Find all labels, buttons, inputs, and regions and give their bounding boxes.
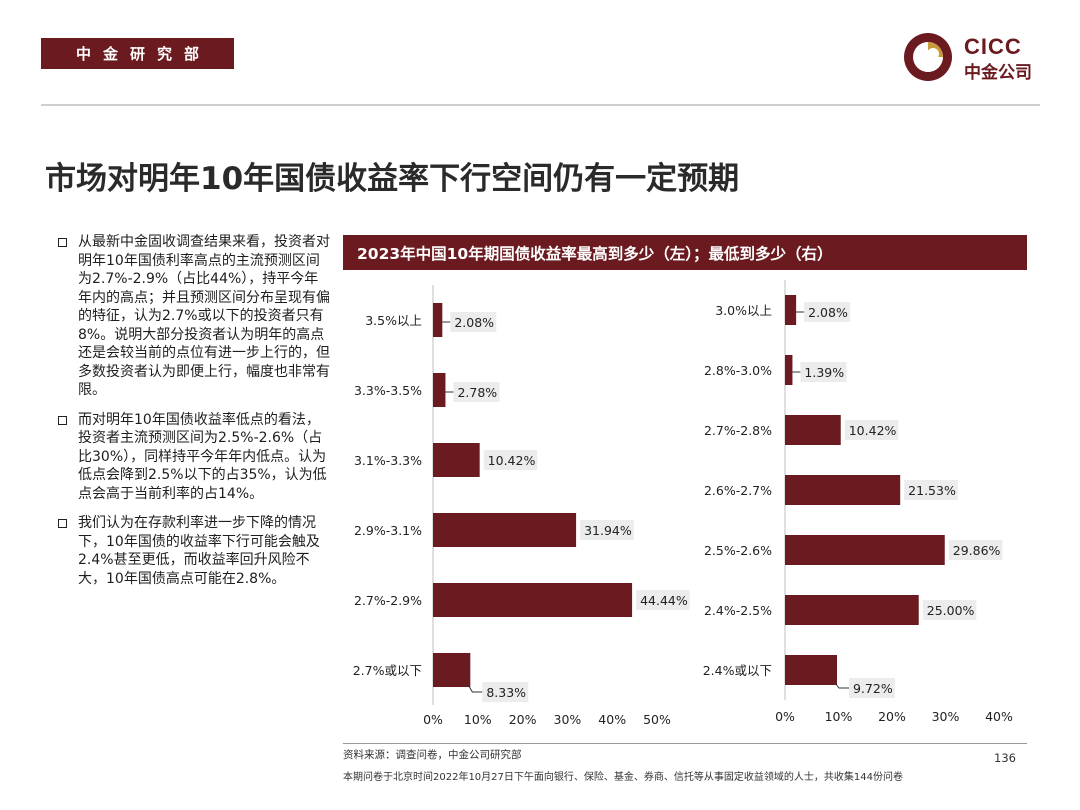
- bullet-item: 而对明年10年国债收益率低点的看法，投资者主流预测区间为2.5%-2.6%（占比…: [58, 411, 330, 504]
- chart-1-data-label-bg: [482, 682, 529, 702]
- bullet-text: 我们认为在存款利率进一步下降的情况下，10年国债的收益率下行可能会触及2.4%甚…: [78, 515, 320, 587]
- chart-2-tick-label: 10%: [825, 709, 853, 724]
- bullet-square-icon: [58, 238, 67, 247]
- chart-1-bar: [433, 653, 471, 687]
- chart-1-bar: [433, 373, 446, 407]
- bullet-square-icon: [58, 519, 67, 528]
- chart-1-category-label: 2.9%-3.1%: [354, 523, 422, 538]
- bullet-text: 从最新中金固收调查结果来看，投资者对明年10年国债利率高点的主流预测区间为2.7…: [78, 234, 330, 398]
- chart-1-tick-label: 40%: [598, 712, 626, 727]
- logo-text-cn: 中金公司: [964, 63, 1032, 83]
- chart-2-data-label: 1.39%: [804, 365, 844, 380]
- chart-2-category-label: 2.4%-2.5%: [704, 603, 772, 618]
- chart-2-data-label: 21.53%: [908, 483, 956, 498]
- cicc-logo: CICC 中金公司: [902, 31, 1047, 83]
- department-label: 中金研究部: [75, 45, 211, 63]
- chart-2-data-label-bg: [804, 302, 851, 322]
- chart-1-data-label: 44.44%: [640, 593, 688, 608]
- chart-1-category-label: 2.7%-2.9%: [354, 593, 422, 608]
- chart-2-tick-label: 30%: [932, 709, 960, 724]
- chart-1-data-label: 10.42%: [488, 453, 536, 468]
- chart-1-tick-label: 0%: [423, 712, 443, 727]
- chart-2-category-label: 2.5%-2.6%: [704, 543, 772, 558]
- chart-1-data-label-bg: [453, 382, 500, 402]
- bullet-text: 而对明年10年国债收益率低点的看法，投资者主流预测区间为2.5%-2.6%（占比…: [78, 411, 327, 502]
- chart-1-bar: [433, 443, 480, 477]
- bullet-item: 从最新中金固收调查结果来看，投资者对明年10年国债利率高点的主流预测区间为2.7…: [58, 233, 330, 400]
- chart-2-tick-label: 20%: [878, 709, 906, 724]
- footer-divider: [343, 743, 1027, 744]
- chart-2-bar: [785, 295, 797, 325]
- header-divider: [41, 104, 1040, 106]
- chart-2-data-label-bg: [922, 600, 977, 620]
- chart-1-data-label-bg: [483, 450, 538, 470]
- source-note: 资料来源：调查问卷，中金公司研究部: [343, 749, 522, 761]
- chart-2-category-label: 3.0%以上: [715, 303, 772, 318]
- chart-1-tick-label: 30%: [554, 712, 582, 727]
- chart-2-tick-label: 40%: [985, 709, 1013, 724]
- chart-1-data-label: 2.78%: [457, 385, 497, 400]
- chart-2-bar: [785, 475, 901, 505]
- department-banner: 中金研究部: [41, 38, 234, 69]
- bullet-item: 我们认为在存款利率进一步下降的情况下，10年国债的收益率下行可能会触及2.4%甚…: [58, 514, 330, 588]
- chart-1-data-label: 31.94%: [584, 523, 632, 538]
- page-number: 136: [994, 751, 1016, 765]
- logo-text-en: CICC: [964, 34, 1022, 59]
- chart-1-tick-label: 10%: [464, 712, 492, 727]
- chart-1-category-label: 3.1%-3.3%: [354, 453, 422, 468]
- chart-1-data-label: 2.08%: [454, 315, 494, 330]
- chart-1-data-label-bg: [450, 312, 497, 332]
- chart-1-data-label-bg: [636, 590, 690, 610]
- chart-1-label-leader: [467, 684, 483, 693]
- chart-1-bar: [433, 513, 577, 547]
- chart-2-bar: [785, 595, 919, 625]
- chart-1-data-label: 8.33%: [486, 685, 526, 700]
- chart-2-label-leader: [834, 682, 850, 689]
- cicc-logo-icon: [904, 33, 952, 81]
- chart-2-bar: [785, 355, 793, 385]
- chart-2-data-label: 25.00%: [927, 603, 975, 618]
- chart-1-bar: [433, 583, 633, 617]
- chart-header: 2023年中国10年期国债收益率最高到多少（左）；最低到多少（右）: [343, 235, 1027, 270]
- chart-2-data-label-bg: [844, 420, 899, 440]
- chart-2-tick-label: 0%: [775, 709, 795, 724]
- chart-1-category-label: 3.3%-3.5%: [354, 383, 422, 398]
- chart-2-category-label: 2.7%-2.8%: [704, 423, 772, 438]
- chart-1-category-label: 2.7%或以下: [353, 663, 422, 678]
- chart-2-data-label-bg: [849, 678, 896, 698]
- chart-2-category-label: 2.4%或以下: [703, 663, 772, 678]
- chart-2-data-label-bg: [800, 362, 847, 382]
- page-title: 市场对明年10年国债收益率下行空间仍有一定预期: [45, 161, 740, 197]
- survey-note: 本期问卷于北京时间2022年10月27日下午面向银行、保险、基金、券商、信托等从…: [343, 772, 903, 783]
- chart-2-category-label: 2.6%-2.7%: [704, 483, 772, 498]
- chart-1-tick-label: 50%: [643, 712, 671, 727]
- chart-2-data-label: 2.08%: [808, 305, 848, 320]
- chart-2-data-label: 10.42%: [849, 423, 897, 438]
- chart-2-bar: [785, 535, 945, 565]
- chart-2-data-label: 29.86%: [953, 543, 1001, 558]
- bullet-square-icon: [58, 415, 67, 425]
- bullet-list: 从最新中金固收调查结果来看，投资者对明年10年国债利率高点的主流预测区间为2.7…: [58, 233, 330, 599]
- chart-2-data-label-bg: [948, 540, 1003, 560]
- chart-2-data-label-bg: [904, 480, 958, 500]
- chart-2-bar: [785, 655, 838, 685]
- chart-2-category-label: 2.8%-3.0%: [704, 363, 772, 378]
- chart-1-tick-label: 20%: [509, 712, 537, 727]
- chart-2-data-label: 9.72%: [853, 681, 893, 696]
- chart-1-category-label: 3.5%以上: [365, 313, 422, 328]
- chart-1-data-label-bg: [580, 520, 634, 540]
- chart-1-bar: [433, 303, 443, 337]
- chart-2-bar: [785, 415, 841, 445]
